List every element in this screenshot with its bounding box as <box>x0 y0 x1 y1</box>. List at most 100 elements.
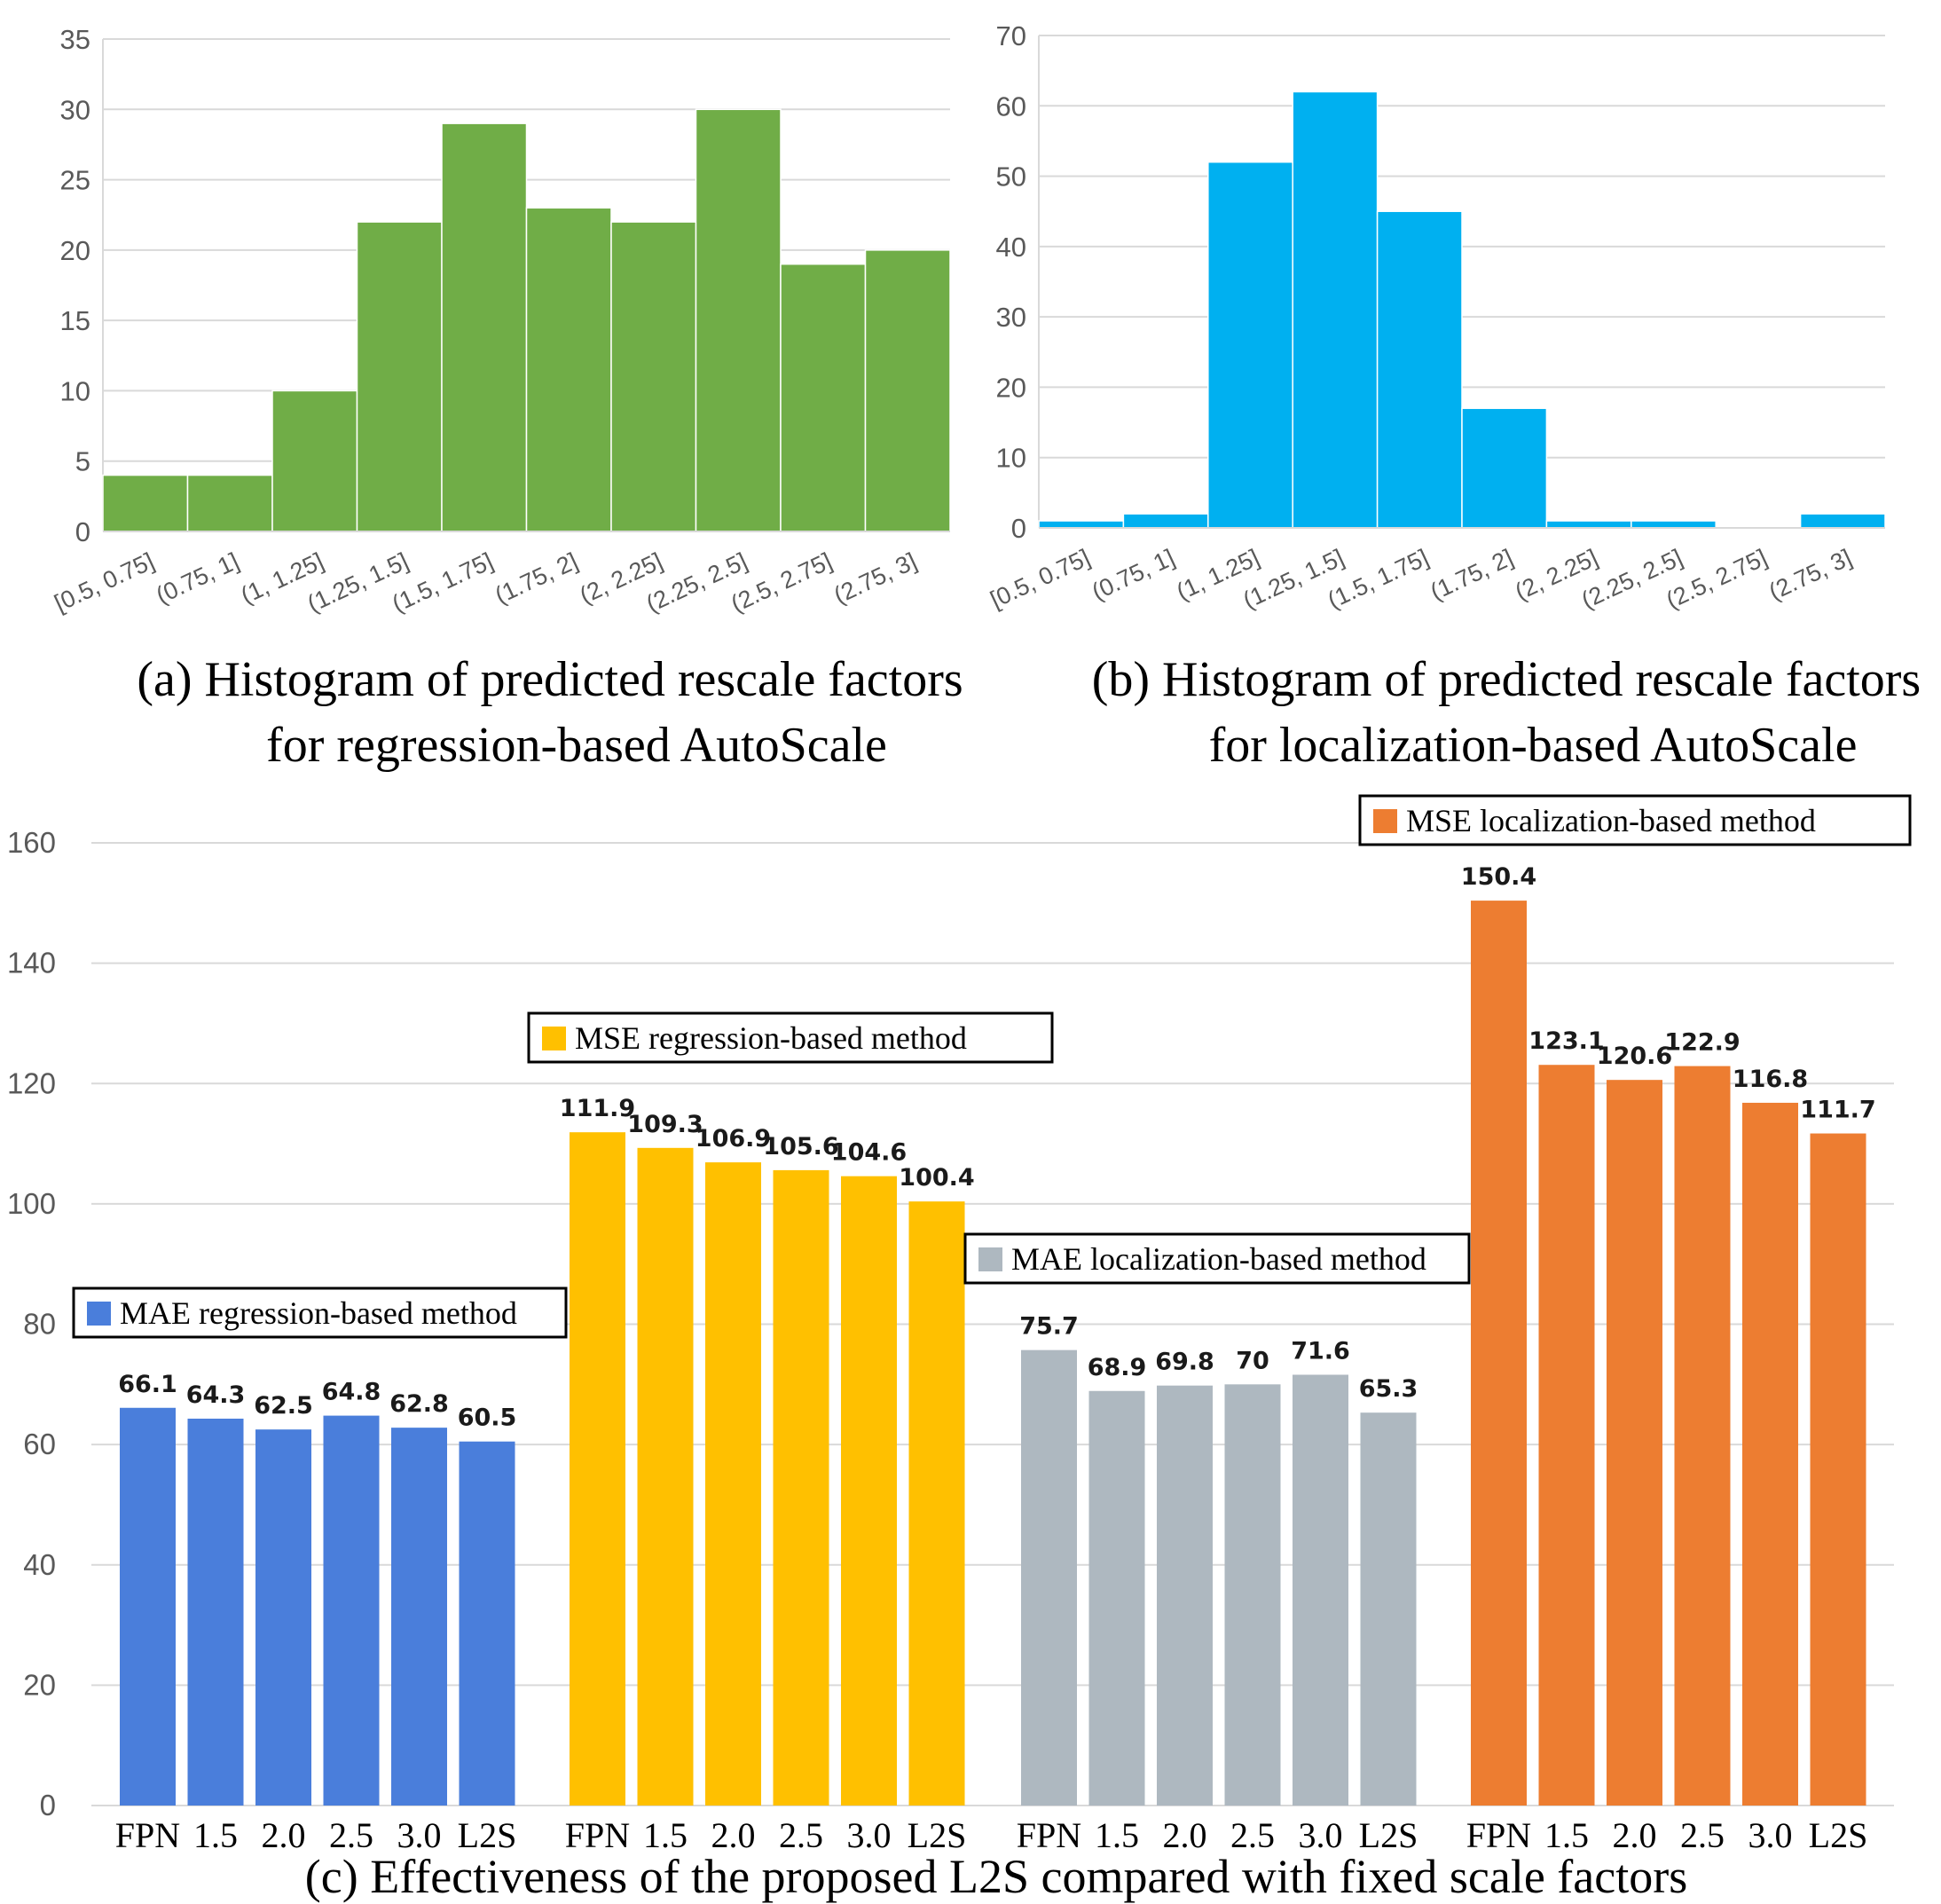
histogram-bar <box>441 122 528 532</box>
x-category-label: FPN <box>565 1815 630 1855</box>
x-category-label: 1.5 <box>193 1815 238 1855</box>
x-category-label: 2.0 <box>262 1815 306 1855</box>
y-tick-label: 70 <box>996 20 1026 51</box>
legend-swatch <box>87 1302 111 1326</box>
data-label: 62.8 <box>389 1390 449 1418</box>
legend-box <box>527 1011 1054 1064</box>
x-category-label: 2.5 <box>1230 1815 1275 1855</box>
legend-label: MSE localization-based method <box>1406 803 1816 838</box>
series-group: 111.9 FPN 109.3 1.5 106.9 2.0 105.6 2.5 104.6 3.0… <box>560 1095 975 1855</box>
y-tick-label: 60 <box>996 90 1026 122</box>
histogram-bar <box>1292 90 1379 529</box>
y-tick-label: 160 <box>7 826 56 859</box>
data-label: 120.6 <box>1597 1042 1672 1070</box>
bar <box>459 1441 515 1806</box>
y-tick-label: 5 <box>75 446 90 477</box>
data-label: 64.8 <box>322 1379 381 1406</box>
histogram-bar <box>780 263 867 532</box>
x-category-label: FPN <box>1017 1815 1081 1855</box>
histogram-bar <box>1376 210 1463 529</box>
bar <box>773 1169 829 1806</box>
x-category-label: (0.75, 1] <box>1088 544 1178 605</box>
y-tick-label: 80 <box>23 1308 56 1341</box>
x-category-label: 2.5 <box>779 1815 823 1855</box>
legend-box <box>1358 794 1912 846</box>
y-tick-label: 30 <box>996 302 1026 333</box>
y-tick-label: 40 <box>23 1548 56 1581</box>
x-category-label: L2S <box>1359 1815 1418 1855</box>
bar <box>637 1147 694 1806</box>
histogram-bar <box>271 389 358 532</box>
y-tick-label: 30 <box>60 94 90 125</box>
bar <box>323 1415 380 1806</box>
data-label: 66.1 <box>118 1371 177 1398</box>
histogram-bar <box>1122 513 1209 529</box>
data-label: 75.7 <box>1019 1313 1079 1341</box>
series-group: 75.7 FPN 68.9 1.5 69.8 2.0 70 2.5 71.6 3.0 65.3 L2S <box>1017 1313 1418 1855</box>
histogram-bar <box>1207 161 1293 529</box>
caption-line-1: (a) Histogram of predicted rescale facto… <box>137 652 963 707</box>
chart-c-effectiveness: 0 20 40 60 80 100 120 140 160 66.1 FPN 64.3 1.5 62.5 2… <box>7 794 1912 1903</box>
x-category-label: (2.75, 3] <box>1764 544 1855 605</box>
bar <box>1810 1133 1866 1806</box>
x-category-label: (1.75, 2] <box>491 547 581 609</box>
bar <box>1224 1384 1281 1806</box>
x-category-label: L2S <box>908 1815 967 1855</box>
legend-box <box>963 1232 1471 1285</box>
bar <box>1157 1385 1213 1806</box>
data-label: 111.7 <box>1800 1097 1875 1124</box>
data-label: 111.9 <box>560 1095 635 1122</box>
histogram-bar <box>695 108 782 532</box>
series-group: 66.1 FPN 64.3 1.5 62.5 2.0 64.8 2.5 62.8 3.0 60.5 L… <box>115 1371 517 1855</box>
caption-line-2: for localization-based AutoScale <box>1209 718 1858 773</box>
x-category-label: FPN <box>115 1815 180 1855</box>
data-label: 105.6 <box>763 1133 838 1160</box>
y-tick-label: 0 <box>75 516 90 547</box>
x-category-label: 3.0 <box>847 1815 892 1855</box>
histogram-bar <box>525 207 612 532</box>
y-tick-label: 35 <box>60 24 90 55</box>
histogram-bar <box>102 474 189 532</box>
x-category-label: L2S <box>458 1815 517 1855</box>
bar <box>705 1162 761 1806</box>
y-tick-label: 20 <box>23 1668 56 1701</box>
y-tick-label: 120 <box>7 1066 56 1099</box>
x-category-label: 2.0 <box>711 1815 756 1855</box>
x-category-label: L2S <box>1809 1815 1868 1855</box>
y-tick-label: 50 <box>996 161 1026 193</box>
data-label: 106.9 <box>695 1125 771 1153</box>
x-category-label: 2.0 <box>1163 1815 1207 1855</box>
data-label: 116.8 <box>1733 1066 1808 1093</box>
legend-swatch <box>1373 809 1397 833</box>
x-category-label: (0.75, 1] <box>152 547 242 609</box>
data-label: 68.9 <box>1088 1354 1147 1381</box>
x-category-label: [0.5, 0.75] <box>986 544 1095 613</box>
x-category-label: (2.75, 3] <box>829 547 920 609</box>
histogram-bar <box>356 221 443 532</box>
bar <box>1607 1080 1662 1806</box>
caption-line-2: for regression-based AutoScale <box>266 718 887 773</box>
data-label: 70 <box>1236 1347 1269 1374</box>
bar <box>187 1418 244 1806</box>
data-label: 104.6 <box>831 1139 907 1167</box>
data-label: 109.3 <box>627 1111 703 1138</box>
data-label: 62.5 <box>254 1392 313 1420</box>
y-tick-label: 60 <box>23 1428 56 1460</box>
bar <box>1293 1374 1348 1806</box>
bar <box>1471 901 1527 1806</box>
legend-swatch <box>542 1027 566 1050</box>
bar <box>391 1428 447 1806</box>
legend-label: MAE localization-based method <box>1011 1241 1426 1277</box>
histogram-bar <box>1038 520 1125 529</box>
histogram-bar <box>864 249 951 532</box>
y-tick-label: 20 <box>60 235 90 266</box>
y-tick-label: 20 <box>996 372 1026 403</box>
x-category-label: 2.0 <box>1613 1815 1657 1855</box>
histogram-bar <box>1799 513 1886 529</box>
histogram-bar <box>1461 407 1548 529</box>
y-tick-label: 10 <box>996 443 1026 474</box>
y-tick-label: 25 <box>60 165 90 196</box>
x-category-label: 2.5 <box>1680 1815 1725 1855</box>
bar <box>1538 1065 1595 1806</box>
